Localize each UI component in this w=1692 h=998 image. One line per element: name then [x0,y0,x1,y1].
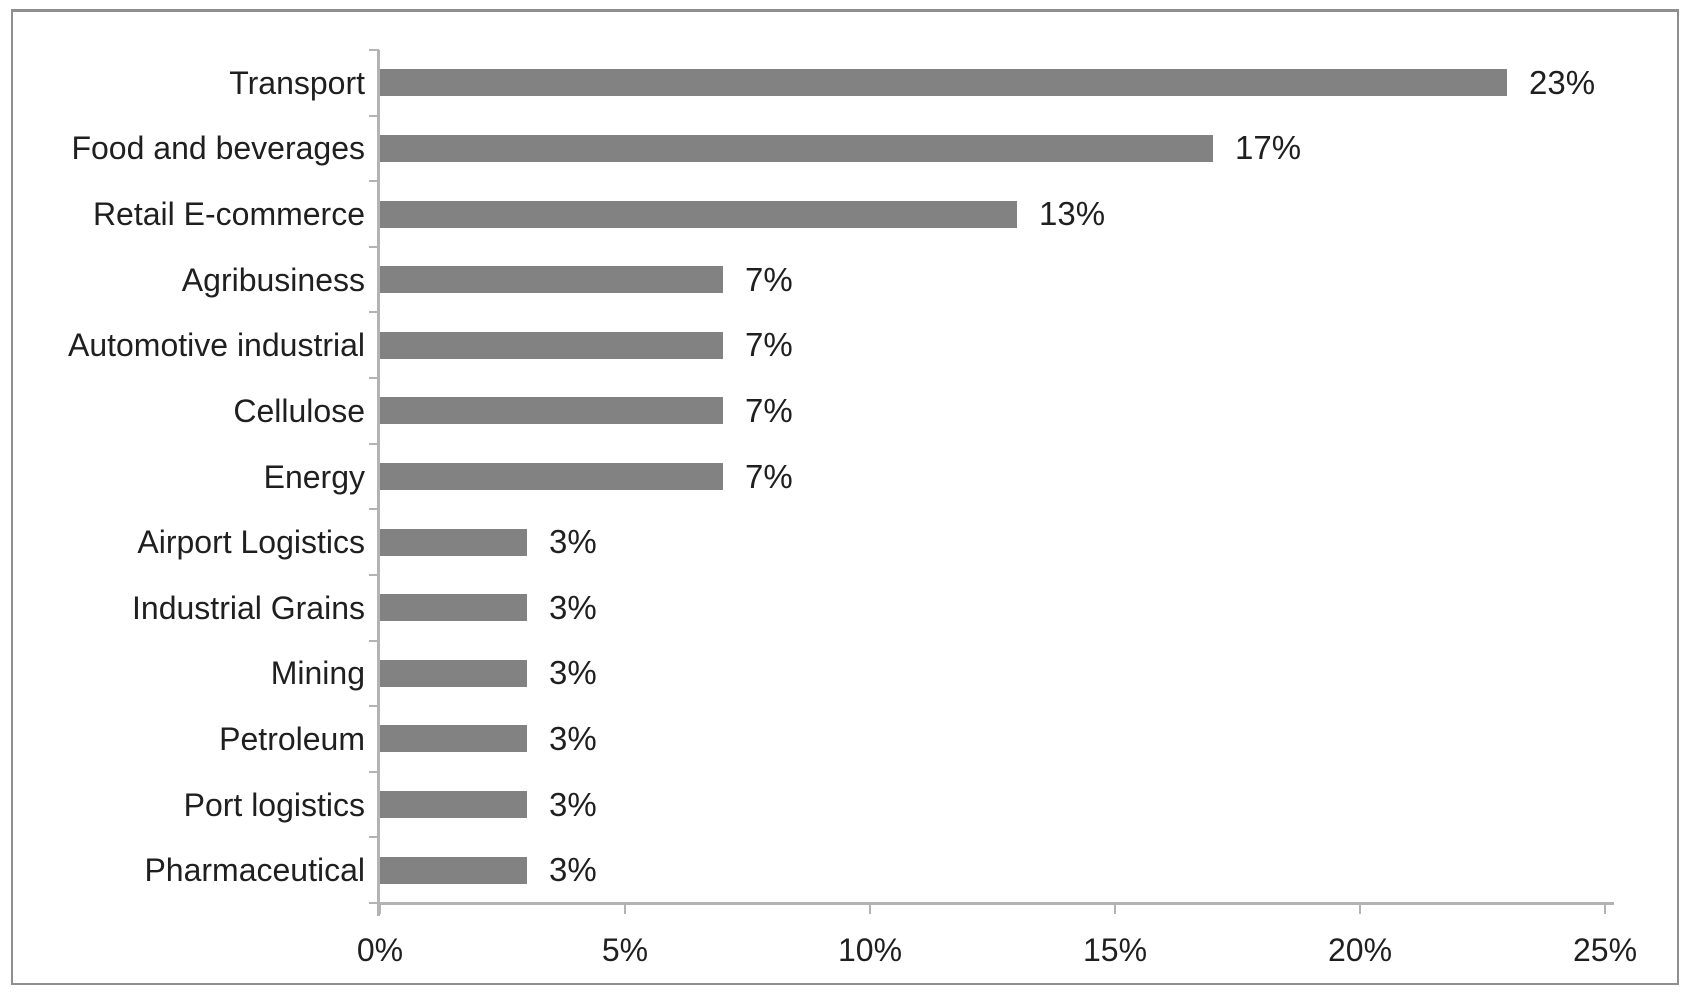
category-label: Airport Logistics [137,524,365,560]
x-axis-tick [1604,903,1606,914]
bar [380,201,1017,228]
x-axis-tick-label: 20% [1327,932,1393,968]
bar [380,791,527,818]
category-label: Industrial Grains [132,590,365,626]
x-axis-tick [624,903,626,914]
value-label: 23% [1529,64,1596,101]
category-label: Energy [263,459,365,495]
bar [380,332,723,359]
y-axis-tick [369,49,379,51]
x-axis-tick-label: 15% [1082,932,1148,968]
value-label: 3% [549,720,597,757]
bar [380,594,527,621]
value-label: 3% [549,589,597,626]
category-label: Pharmaceutical [144,852,365,888]
y-axis-tick [369,180,379,182]
y-axis-tick [369,115,379,117]
bar [380,857,527,884]
y-axis-tick [369,705,379,707]
x-axis-tick [1359,903,1361,914]
x-axis-tick-label: 0% [356,932,404,968]
bar [380,69,1507,96]
bar [380,463,723,490]
category-label: Mining [270,655,365,691]
y-axis-tick [369,246,379,248]
category-label: Food and beverages [71,130,365,166]
value-label: 3% [549,654,597,691]
y-axis-tick [369,836,379,838]
value-label: 3% [549,786,597,823]
bar [380,529,527,556]
x-axis-tick-label: 5% [601,932,649,968]
x-axis-tick [1114,903,1116,914]
y-axis-line [377,50,380,916]
bar [380,397,723,424]
value-label: 7% [745,326,793,363]
x-axis-line [377,902,1614,905]
chart-frame: Transport Food and beverages Retail E-comm… [11,9,1679,985]
x-axis-tick [869,903,871,914]
category-label: Agribusiness [181,262,365,298]
bar [380,135,1213,162]
category-label: Port logistics [183,787,365,823]
value-label: 3% [549,851,597,888]
y-axis-tick [369,311,379,313]
bar [380,660,527,687]
y-axis-tick [369,640,379,642]
category-label: Automotive industrial [67,327,365,363]
y-axis-tick [369,902,379,904]
bar [380,266,723,293]
bar [380,725,527,752]
y-axis-tick [369,574,379,576]
category-label: Transport [229,65,365,101]
value-label: 3% [549,523,597,560]
category-label: Retail E-commerce [92,196,365,232]
value-label: 17% [1235,129,1302,166]
x-axis-tick-label: 10% [837,932,903,968]
y-axis-tick [369,771,379,773]
x-axis-tick [379,903,381,914]
value-label: 13% [1039,195,1106,232]
value-label: 7% [745,458,793,495]
y-axis-tick [369,508,379,510]
x-axis-tick-label: 25% [1572,932,1638,968]
category-label: Cellulose [233,393,365,429]
category-label: Petroleum [219,721,365,757]
y-axis-tick [369,377,379,379]
y-axis-tick [369,443,379,445]
value-label: 7% [745,392,793,429]
value-label: 7% [745,261,793,298]
